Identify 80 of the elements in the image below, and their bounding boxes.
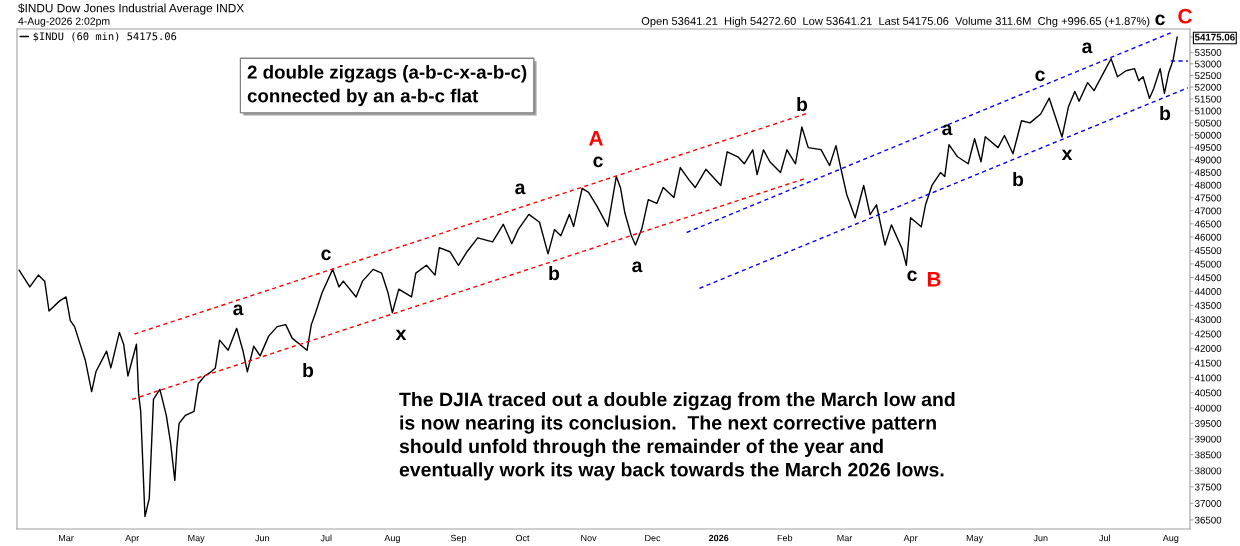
x-tick-label: Aug (1162, 534, 1179, 543)
y-tick-label: 41000 (1194, 374, 1222, 382)
y-tick-label: 38500 (1194, 451, 1222, 459)
y-tick-label: 50000 (1194, 131, 1222, 139)
chart-title: $INDU Dow Jones Industrial Average INDX (18, 3, 244, 15)
chart-subtitle: 4-Aug-2026 2:02pm (18, 17, 110, 27)
text: Open 53641.21 High 54272.60 Low 53641.21 Last 54175.06 Volume 311.6M Chg +996.65 (+1.87%) (641, 16, 1150, 28)
annotation: a (233, 304, 244, 316)
x-tick-label: Jun (255, 534, 269, 542)
y-tick-label: 43500 (1194, 302, 1222, 309)
annotation: B (927, 272, 941, 287)
annotation: b (797, 96, 808, 112)
annotation: The DJIA traced out a double zigzag from the March low and is now nearing its conclusion. The next corrective pattern should unfold through the remainder of the year and eventually work its way back towards the March 2026 lows. (399, 392, 955, 481)
y-tick-label: 53500 (1194, 49, 1222, 56)
y-tick-label: 38000 (1194, 467, 1222, 475)
y-tick-label: 52000 (1194, 83, 1222, 91)
y-tick-label: 52500 (1194, 72, 1222, 80)
x-tick-label: May (966, 534, 984, 543)
x-tick-label: Jun (1033, 534, 1048, 542)
y-tick-label: 37000 (1194, 500, 1222, 507)
y-tick-label: 46500 (1194, 220, 1222, 228)
annotation: x (395, 329, 407, 341)
text: c (1155, 14, 1165, 26)
x-tick-label: Mar (59, 534, 74, 542)
y-tick-label: 49000 (1194, 156, 1222, 164)
y-tick-label: 36500 (1194, 516, 1222, 524)
y-tick-label: 42000 (1194, 345, 1222, 352)
annotation: c (593, 156, 603, 168)
y-tick-label: 49500 (1194, 144, 1222, 151)
annotation: c (1035, 70, 1045, 82)
x-tick-label: Feb (777, 534, 793, 542)
x-tick-label: Jul (1099, 534, 1110, 542)
y-tick-label: 43000 (1194, 316, 1222, 324)
y-tick-label: 41500 (1194, 359, 1222, 367)
y-tick-label: 39500 (1194, 420, 1222, 427)
annotation: a (1082, 42, 1093, 54)
y-tick-label: 44500 (1194, 274, 1222, 282)
annotation: a (515, 183, 526, 195)
y-tick-label: 47000 (1194, 207, 1222, 215)
annotation: x (1061, 149, 1073, 161)
annotation: 2 double zigzags (a-b-c-x-a-b-c) connected by an a-b-c flat (247, 65, 527, 107)
y-tick-label: 45500 (1194, 247, 1222, 255)
y-tick-label: 48500 (1194, 169, 1222, 176)
x-tick-label: Oct (515, 534, 530, 542)
text: C (1178, 8, 1192, 24)
x-tick-label: 2026 (708, 534, 729, 542)
y-tick-label: 42500 (1194, 330, 1222, 338)
annotation: b (1013, 171, 1024, 187)
y-tick-label: 51000 (1194, 107, 1222, 115)
y-tick-label: 40000 (1194, 404, 1222, 412)
x-tick-label: Apr (903, 534, 918, 543)
y-tick-label: 40500 (1194, 389, 1222, 397)
y-tick-label: 47500 (1194, 194, 1222, 202)
x-tick-label: Aug (384, 534, 400, 543)
x-tick-label: Sep (450, 534, 467, 543)
y-tick-label: 44000 (1194, 288, 1222, 296)
y-tick-label: 37500 (1194, 483, 1222, 491)
annotation: A (588, 131, 603, 146)
annotation: c (907, 270, 917, 282)
x-tick-label: Jul (320, 534, 332, 542)
y-tick-label: 54175.06 (1194, 33, 1235, 41)
annotation: b (1160, 105, 1171, 121)
annotation: a (632, 261, 643, 273)
y-tick-label: 48000 (1194, 181, 1222, 189)
annotation: b (303, 362, 314, 378)
x-tick-label: May (188, 534, 205, 543)
annotation: a (942, 124, 953, 136)
x-tick-label: Apr (125, 534, 140, 543)
y-tick-label: 50500 (1194, 119, 1222, 127)
y-tick-label: 39000 (1194, 435, 1222, 443)
y-tick-label: 51500 (1194, 95, 1222, 103)
annotation: c (321, 249, 331, 261)
y-tick-label: 53000 (1194, 60, 1222, 68)
y-tick-label: 46000 (1194, 233, 1222, 241)
legend-label: $INDU (60 min) 54175.06 (33, 32, 177, 42)
x-tick-label: Mar (837, 534, 853, 542)
y-tick-label: 45000 (1194, 260, 1222, 268)
annotation: b (549, 265, 560, 281)
x-tick-label: Dec (645, 534, 661, 542)
x-tick-label: Nov (581, 534, 597, 542)
